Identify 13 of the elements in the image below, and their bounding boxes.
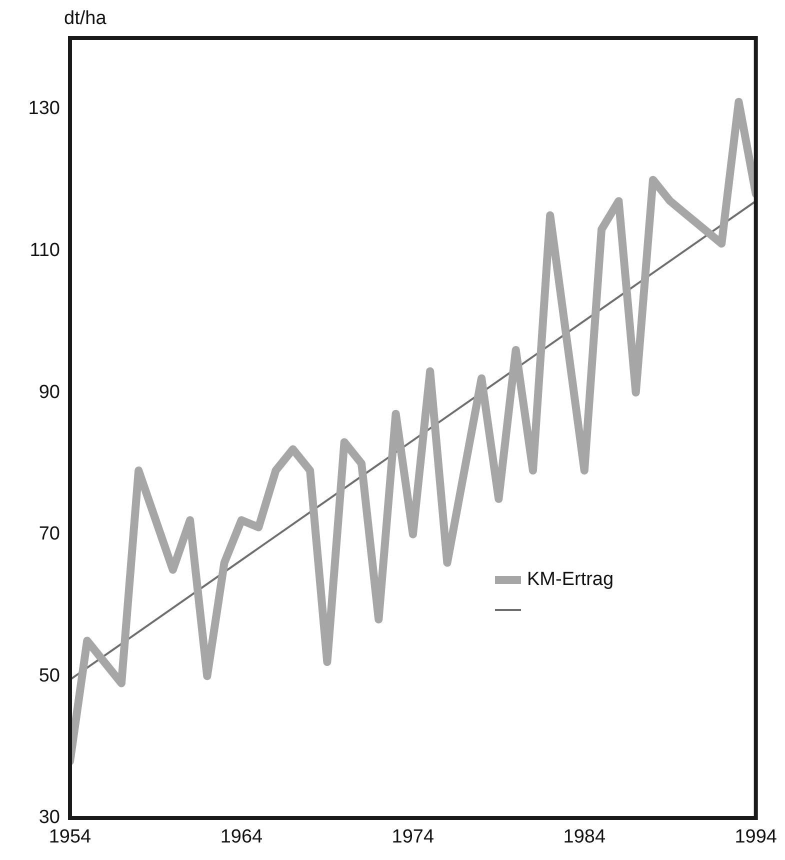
x-tick-label: 1984 — [563, 826, 606, 848]
y-tick-label: 110 — [30, 240, 60, 261]
y-tick-label: 70 — [38, 524, 60, 545]
y-axis-title: dt/ha — [64, 8, 106, 30]
y-tick-label: 90 — [38, 382, 60, 403]
x-tick-label: 1994 — [734, 826, 778, 848]
x-tick-label: 1974 — [392, 826, 434, 848]
x-tick-label: 1954 — [48, 826, 92, 848]
y-tick-label: 130 — [28, 98, 60, 120]
x-tick-label: 1964 — [220, 826, 264, 848]
y-tick-label: 30 — [38, 807, 60, 828]
legend-label: KM-Ertrag — [527, 569, 614, 591]
y-tick-label: 50 — [38, 665, 60, 686]
